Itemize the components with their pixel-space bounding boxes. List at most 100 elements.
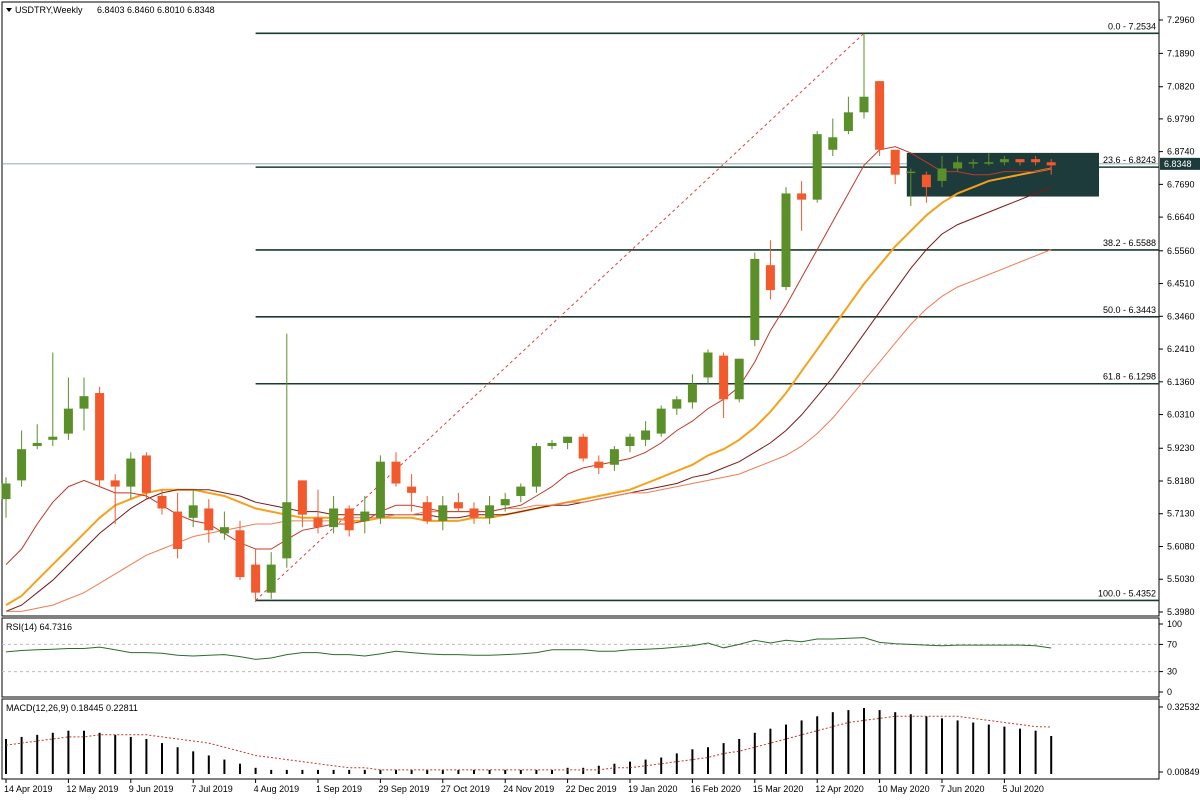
- candle-bear[interactable]: [1015, 159, 1025, 163]
- candle-bull[interactable]: [828, 137, 838, 150]
- candle-bull[interactable]: [953, 162, 963, 169]
- candle-bull[interactable]: [563, 436, 573, 443]
- candle-bear[interactable]: [141, 455, 151, 493]
- candle-bear[interactable]: [297, 480, 307, 515]
- candle-bull[interactable]: [126, 458, 136, 487]
- candle-bull[interactable]: [360, 511, 370, 521]
- rsi-panel: 100 70 30 0: [2, 619, 1182, 697]
- candle-bull[interactable]: [266, 564, 276, 593]
- candle-bull[interactable]: [63, 408, 73, 434]
- candle-bear[interactable]: [344, 508, 354, 531]
- candle-bear[interactable]: [110, 480, 120, 487]
- time-tick-label: 5 Jul 2020: [1002, 784, 1044, 794]
- candle-bull[interactable]: [781, 193, 791, 287]
- time-tick-label: 12 May 2019: [66, 784, 118, 794]
- price-tick-label: 7.1890: [1167, 48, 1195, 58]
- candle-bear[interactable]: [407, 486, 417, 493]
- candle-bull[interactable]: [656, 408, 666, 434]
- candle-bull[interactable]: [375, 461, 385, 518]
- candle-bear[interactable]: [453, 502, 463, 509]
- candle-bull[interactable]: [547, 442, 557, 447]
- candle-bear[interactable]: [469, 508, 479, 518]
- time-tick-label: 10 May 2020: [878, 784, 930, 794]
- candle-bear[interactable]: [422, 502, 432, 521]
- candle-bear[interactable]: [765, 265, 775, 291]
- candle-bull[interactable]: [531, 446, 541, 487]
- candle-bear[interactable]: [173, 511, 183, 549]
- candle-bull[interactable]: [750, 258, 760, 341]
- candle-bull[interactable]: [672, 399, 682, 409]
- time-tick-label: 29 Sep 2019: [378, 784, 429, 794]
- candle-bull[interactable]: [687, 383, 697, 403]
- candle-bull[interactable]: [17, 449, 27, 481]
- candle-bull[interactable]: [999, 159, 1009, 163]
- candle-bull[interactable]: [32, 442, 42, 447]
- candle-bear[interactable]: [594, 461, 604, 468]
- candle-bull[interactable]: [485, 505, 495, 518]
- candle-bear[interactable]: [391, 461, 401, 484]
- rsi-title: RSI(14) 64.7316: [6, 622, 72, 632]
- candle-bear[interactable]: [921, 174, 931, 188]
- candle-bear[interactable]: [797, 193, 807, 200]
- rsi-tick-label: 30: [1167, 667, 1177, 677]
- macd-tick-label: 0.00849: [1167, 767, 1200, 777]
- time-tick-label: 1 Sep 2019: [316, 784, 362, 794]
- rsi-tick-label: 0: [1167, 687, 1172, 697]
- candle-bear[interactable]: [875, 81, 885, 150]
- price-tick-label: 6.5560: [1167, 246, 1195, 256]
- candle-bear[interactable]: [719, 355, 729, 400]
- candle-bear[interactable]: [1031, 159, 1041, 163]
- candle-bull[interactable]: [438, 505, 448, 521]
- candle-bull[interactable]: [282, 502, 292, 559]
- candle-bear[interactable]: [157, 495, 167, 509]
- rsi-tick-label: 100: [1167, 619, 1182, 629]
- price-tick-label: 5.7130: [1167, 509, 1195, 519]
- ohlc-values: 6.8403 6.8460 6.8010 6.8348: [97, 5, 215, 15]
- fib-level-label: 38.2 - 6.5588: [1103, 238, 1156, 248]
- candle-bull[interactable]: [968, 162, 978, 164]
- moving-average-line: [5, 186, 1052, 612]
- candle-bull[interactable]: [516, 486, 526, 496]
- candle-bull[interactable]: [48, 436, 58, 440]
- candle-bull[interactable]: [859, 96, 869, 113]
- price-tick-label: 6.0310: [1167, 410, 1195, 420]
- candle-bull[interactable]: [703, 352, 713, 378]
- candle-bear[interactable]: [95, 393, 105, 481]
- candle-bull[interactable]: [500, 499, 510, 506]
- candle-bull[interactable]: [188, 505, 198, 518]
- candle-bear[interactable]: [1046, 162, 1056, 166]
- candle-bull[interactable]: [329, 508, 339, 528]
- candle-bull[interactable]: [219, 527, 229, 534]
- candle-bull[interactable]: [937, 168, 947, 181]
- candle-bear[interactable]: [890, 149, 900, 175]
- candle-bull[interactable]: [843, 112, 853, 132]
- candle-bull[interactable]: [734, 358, 744, 400]
- candle-bull[interactable]: [812, 134, 822, 200]
- price-tick-label: 6.6640: [1167, 212, 1195, 222]
- price-tick-label: 7.0820: [1167, 82, 1195, 92]
- time-tick-label: 27 Oct 2019: [441, 784, 490, 794]
- time-tick-label: 24 Nov 2019: [503, 784, 554, 794]
- macd-panel: 0.32532 0.00849: [5, 702, 1200, 777]
- candle-bull[interactable]: [79, 396, 89, 409]
- rsi-line: [5, 637, 1052, 660]
- candle-bull[interactable]: [906, 171, 916, 174]
- candle-bull[interactable]: [984, 162, 994, 164]
- candle-bull[interactable]: [1, 483, 11, 500]
- price-tick-label: 5.5030: [1167, 574, 1195, 584]
- candle-bear[interactable]: [313, 517, 323, 528]
- price-tick-label: 6.3460: [1167, 311, 1195, 321]
- candle-bull[interactable]: [641, 430, 651, 440]
- candle-bull[interactable]: [609, 449, 619, 465]
- candle-bear[interactable]: [251, 564, 261, 593]
- candle-bull[interactable]: [625, 436, 635, 447]
- dropdown-triangle-icon[interactable]: [6, 8, 12, 12]
- candle-bear[interactable]: [204, 508, 214, 531]
- candle-bear[interactable]: [578, 436, 588, 459]
- candle-bear[interactable]: [235, 530, 245, 578]
- fib-level-label: 0.0 - 7.2534: [1108, 21, 1156, 31]
- price-tick-label: 6.2410: [1167, 344, 1195, 354]
- macd-signal-line: [5, 715, 1052, 771]
